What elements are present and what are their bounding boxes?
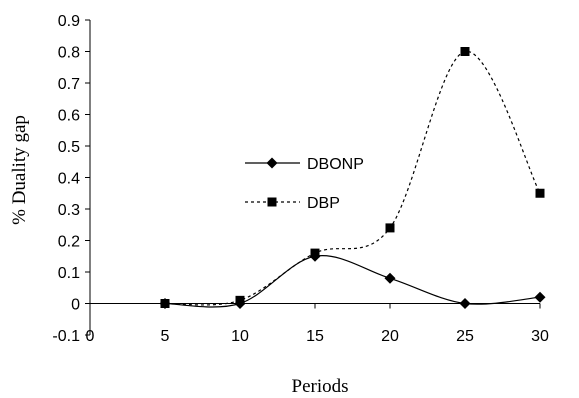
x-axis-label: Periods <box>292 376 349 397</box>
x-tick-label: 20 <box>381 328 399 345</box>
x-tick-label: 25 <box>456 328 474 345</box>
data-point-dbp <box>460 47 470 56</box>
data-point-dbonp <box>534 291 546 303</box>
y-tick-label: 0 <box>71 297 80 314</box>
x-tick-label: 30 <box>531 328 549 345</box>
y-tick-label: 0.5 <box>58 139 80 156</box>
y-tick-label: 0.7 <box>58 76 80 93</box>
legend-swatch-marker <box>266 157 278 169</box>
legend-swatch-marker <box>267 197 277 207</box>
y-tick-label: 0.8 <box>58 45 80 62</box>
data-point-dbonp <box>459 298 471 309</box>
series-layer <box>159 47 546 309</box>
legend: DBONP DBP <box>245 156 364 212</box>
x-tick-label: 0 <box>86 328 95 345</box>
data-point-dbonp <box>384 272 396 284</box>
axes <box>85 19 541 336</box>
x-tick-label: 10 <box>231 328 249 345</box>
y-tick-labels: -0.1 0 0.1 0.2 0.3 0.4 0.5 0.6 0.7 0.8 0.9 <box>52 13 80 345</box>
series-dbonp <box>159 250 546 309</box>
x-tick-labels: 0 5 10 15 20 25 30 <box>86 328 549 345</box>
data-point-dbp <box>235 295 245 305</box>
series-line-dbp <box>164 50 541 306</box>
series-dbp <box>160 47 545 308</box>
y-tick-label: 0.4 <box>58 171 80 188</box>
y-tick-label: 0.2 <box>58 234 80 251</box>
legend-label: DBP <box>307 195 340 212</box>
data-point-dbp <box>310 248 320 258</box>
y-tick-label: 0.3 <box>58 202 80 219</box>
data-point-dbp <box>385 223 395 233</box>
data-point-dbp <box>535 188 545 198</box>
x-tick-label: 5 <box>161 328 170 345</box>
y-axis-label: % Duality gap <box>9 115 30 225</box>
data-point-dbp <box>160 299 170 308</box>
y-tick-label: 0.6 <box>58 108 80 125</box>
y-tick-label: 0.9 <box>58 13 80 30</box>
y-tick-label: -0.1 <box>52 328 80 345</box>
legend-label: DBONP <box>307 156 364 173</box>
legend-item-dbonp: DBONP <box>245 156 364 173</box>
x-tick-label: 15 <box>306 328 324 345</box>
y-tick-label: 0.1 <box>58 265 80 282</box>
legend-item-dbp: DBP <box>245 195 340 212</box>
series-line-dbonp <box>164 255 541 308</box>
